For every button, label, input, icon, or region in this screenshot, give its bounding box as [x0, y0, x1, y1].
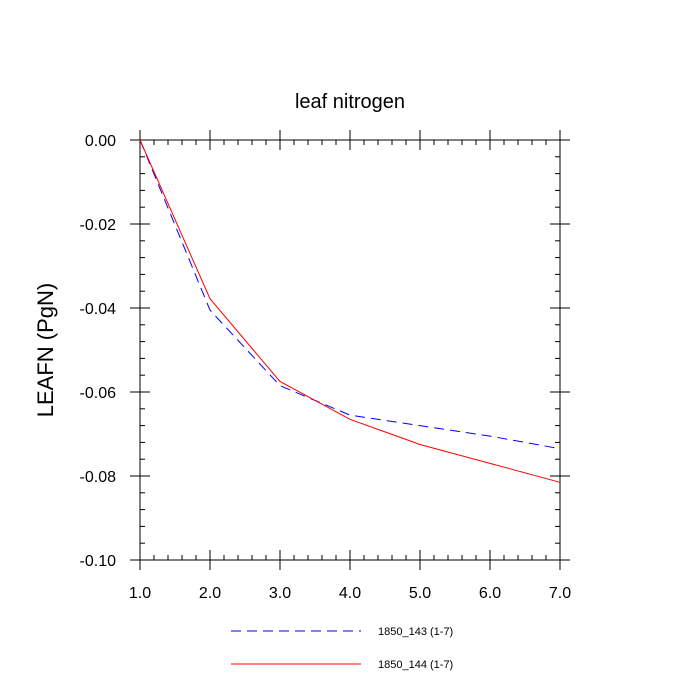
x-tick-label-6: 7.0 — [549, 585, 571, 602]
axis-ticks: 1.0 2.0 3.0 4.0 5.0 6.0 7.0 0.00 -0.02 -0.04 -0.06… — [80, 130, 571, 602]
legend-label-1: 1850_144 (1-7) — [378, 659, 453, 671]
x-tick-label-4: 5.0 — [409, 585, 431, 602]
legend: 1850_143 (1-7) 1850_144 (1-7) — [231, 626, 453, 671]
x-tick-label-3: 4.0 — [339, 585, 361, 602]
series-line-0 — [139, 139, 561, 450]
y-tick-label-2: -0.04 — [80, 301, 117, 318]
series-layer — [139, 139, 561, 483]
y-tick-label-5: -0.10 — [80, 553, 117, 570]
x-tick-label-2: 3.0 — [269, 585, 291, 602]
x-tick-label-0: 1.0 — [129, 585, 151, 602]
x-tick-label-5: 6.0 — [479, 585, 501, 602]
y-tick-label-1: -0.02 — [80, 217, 117, 234]
chart-title: leaf nitrogen — [295, 91, 405, 113]
legend-label-0: 1850_143 (1-7) — [378, 626, 453, 638]
x-tick-label-1: 2.0 — [199, 585, 221, 602]
y-tick-label-3: -0.06 — [80, 385, 117, 402]
y-tick-label-0: 0.00 — [85, 133, 116, 150]
y-axis-label: LEAFN (PgN) — [33, 283, 58, 417]
plot-frame — [139, 139, 561, 561]
y-tick-label-4: -0.08 — [80, 469, 117, 486]
series-line-1 — [139, 139, 561, 483]
